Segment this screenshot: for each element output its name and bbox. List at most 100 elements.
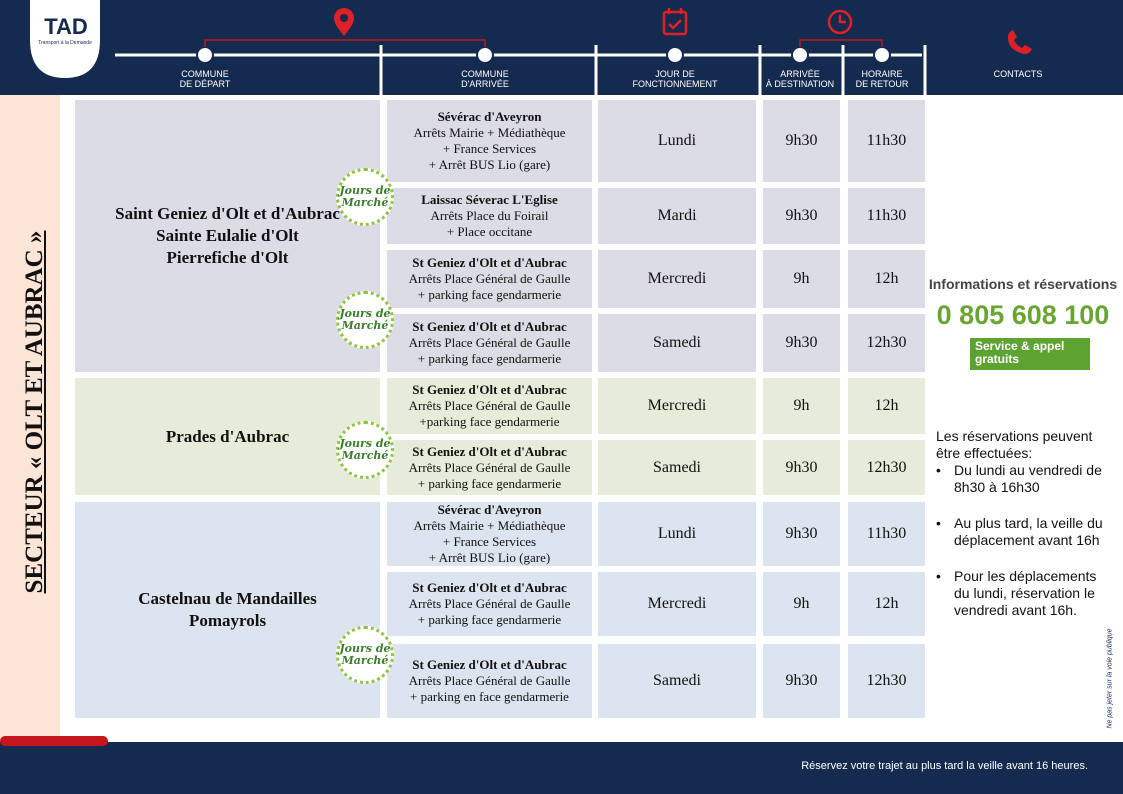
market-badge-text: Marché: [341, 654, 389, 667]
arrival-stop: Arrêts Place du Foirail: [430, 208, 549, 223]
contact-note: Service & appel gratuits: [975, 339, 1065, 366]
contact-phone: 0 805 608 100: [936, 300, 1110, 330]
arrival-stop: Arrêts Place Général de Gaulle: [408, 398, 571, 413]
bullet: •: [936, 568, 941, 584]
arrival-stop: + Place occitane: [446, 224, 533, 239]
column-header-line: FONCTIONNEMENT: [632, 79, 718, 89]
arrival-stop: + parking en face gendarmerie: [410, 689, 569, 704]
market-badge-text: Marché: [341, 449, 389, 462]
return-time-cell: 12h: [848, 572, 925, 636]
day-cell: Mercredi: [598, 378, 756, 434]
day-cell: Mercredi: [598, 250, 756, 308]
departure-town: Saint Geniez d'Olt et d'Aubrac: [115, 204, 340, 223]
market-badge: Jours de Marché: [336, 421, 394, 479]
arrival-time-cell: 9h30: [763, 314, 840, 372]
column-header-line: COMMUNE: [181, 69, 229, 79]
market-badge: Jours de Marché: [336, 291, 394, 349]
bracket: [799, 39, 883, 47]
column-header-line: À DESTINATION: [765, 79, 835, 89]
column-header: JOUR DE FONCTIONNEMENT: [615, 69, 735, 89]
arrival-time-cell: 9h: [763, 378, 840, 434]
arrival-title: Sévérac d'Aveyron: [437, 502, 542, 517]
arrival-title: St Geniez d'Olt et d'Aubrac: [412, 443, 567, 459]
column-header: CONTACTS: [958, 69, 1078, 79]
bullet: •: [936, 515, 941, 531]
sidebar: [0, 95, 60, 742]
column-header-line: COMMUNE: [461, 69, 509, 79]
footer-text: Réservez votre trajet au plus tard la ve…: [801, 760, 1088, 772]
arrival-cell: Sévérac d'Aveyron Arrêts Mairie + Médiath…: [387, 502, 592, 566]
arrival-title: St Geniez d'Olt et d'Aubrac: [412, 382, 567, 397]
return-time-cell: 12h: [848, 378, 925, 434]
day-cell: Lundi: [598, 502, 756, 566]
arrival-time-cell: 9h: [763, 572, 840, 636]
free-call-tag: [970, 338, 1090, 370]
reservation-item: Au plus tard, la veille du déplacement a…: [954, 515, 1103, 548]
return-time-cell: 12h30: [848, 644, 925, 718]
departure-town: Prades d'Aubrac: [165, 426, 290, 446]
market-badge-text: Marché: [341, 319, 389, 332]
reservation-item: Du lundi au vendredi de 8h30 à 16h30: [954, 462, 1102, 495]
arrival-stop: Arrêts Mairie + Médiathèque: [413, 518, 566, 533]
arrival-time-cell: 9h30: [763, 644, 840, 718]
arrival-stop: Arrêts Place Général de Gaulle: [408, 271, 571, 286]
arrival-title: Sévérac d'Aveyron: [437, 109, 542, 124]
litter-notice: Ne pas jeter sur la voie publique: [1106, 628, 1114, 729]
market-badge: Jours de Marché: [336, 168, 394, 226]
column-header-line: JOUR DE: [655, 69, 695, 79]
arrival-cell: St Geniez d'Olt et d'Aubrac Arrêts Place …: [387, 314, 592, 372]
arrival-stop: +parking face gendarmerie: [419, 414, 560, 429]
day-cell: Samedi: [598, 644, 756, 718]
sector-label: SECTEUR « OLT ET AUBRAC »: [21, 230, 48, 594]
return-time-cell: 11h30: [848, 100, 925, 182]
departure-cell: Castelnau de Mandailles Pomayrols: [75, 502, 380, 718]
column-separators: [379, 45, 927, 95]
column-header: COMMUNE DE DÉPART: [145, 69, 265, 89]
return-time-cell: 12h30: [848, 440, 925, 495]
departure-cell: Saint Geniez d'Olt et d'Aubrac Sainte Eul…: [75, 100, 380, 372]
arrival-cell: St Geniez d'Olt et d'Aubrac Arrêts Place …: [387, 572, 592, 636]
departure-town: Pierrefiche d'Olt: [166, 248, 289, 267]
arrival-time-cell: 9h: [763, 250, 840, 308]
market-badge: Jours de Marché: [336, 626, 394, 684]
return-time-cell: 12h: [848, 250, 925, 308]
header-band: [0, 0, 1123, 95]
arrival-stop: Arrêts Place Général de Gaulle: [408, 459, 571, 475]
column-header-line: HORAIRE: [861, 69, 903, 79]
arrival-time-cell: 9h30: [763, 440, 840, 495]
departure-town: Pomayrols: [188, 611, 267, 630]
arrival-cell: St Geniez d'Olt et d'Aubrac Arrêts Place …: [387, 250, 592, 308]
logo-name: TAD: [44, 14, 88, 39]
column-header-line: DE RETOUR: [855, 79, 909, 89]
column-header: HORAIRE DE RETOUR: [822, 69, 942, 89]
phone-icon: [1008, 30, 1032, 54]
column-header-line: D'ARRIVÉE: [461, 79, 509, 89]
day-cell: Samedi: [598, 440, 756, 495]
arrival-title: St Geniez d'Olt et d'Aubrac: [412, 319, 567, 334]
contact-heading: Informations et réservations: [928, 276, 1118, 292]
arrival-stop: + parking face gendarmerie: [417, 475, 562, 491]
bullet: •: [936, 462, 941, 478]
arrival-stop: + France Services: [442, 534, 537, 549]
market-badge-text: Jours de: [339, 642, 391, 655]
arrival-stop: + parking face gendarmerie: [417, 612, 562, 627]
arrival-stop: Arrêts Place Général de Gaulle: [408, 596, 571, 611]
arrival-time-cell: 9h30: [763, 502, 840, 566]
departure-town: Sainte Eulalie d'Olt: [156, 226, 299, 245]
arrival-cell: St Geniez d'Olt et d'Aubrac Arrêts Place …: [387, 644, 592, 718]
arrival-title: St Geniez d'Olt et d'Aubrac: [412, 657, 567, 672]
bracket: [204, 39, 486, 47]
column-header-line: DE DÉPART: [179, 79, 231, 89]
day-cell: Lundi: [598, 100, 756, 182]
footer-accent: [0, 736, 108, 746]
return-time-cell: 11h30: [848, 188, 925, 244]
arrival-stop: Arrêts Place Général de Gaulle: [408, 673, 571, 688]
arrival-title: Laissac Séverac L'Eglise: [421, 192, 558, 207]
arrival-cell: St Geniez d'Olt et d'Aubrac Arrêts Place …: [387, 440, 592, 495]
pin-icon: [340, 14, 348, 22]
departure-town: Castelnau de Mandailles: [138, 589, 317, 608]
market-badge-text: Jours de: [339, 184, 391, 197]
arrival-stop: + France Services: [442, 141, 537, 156]
